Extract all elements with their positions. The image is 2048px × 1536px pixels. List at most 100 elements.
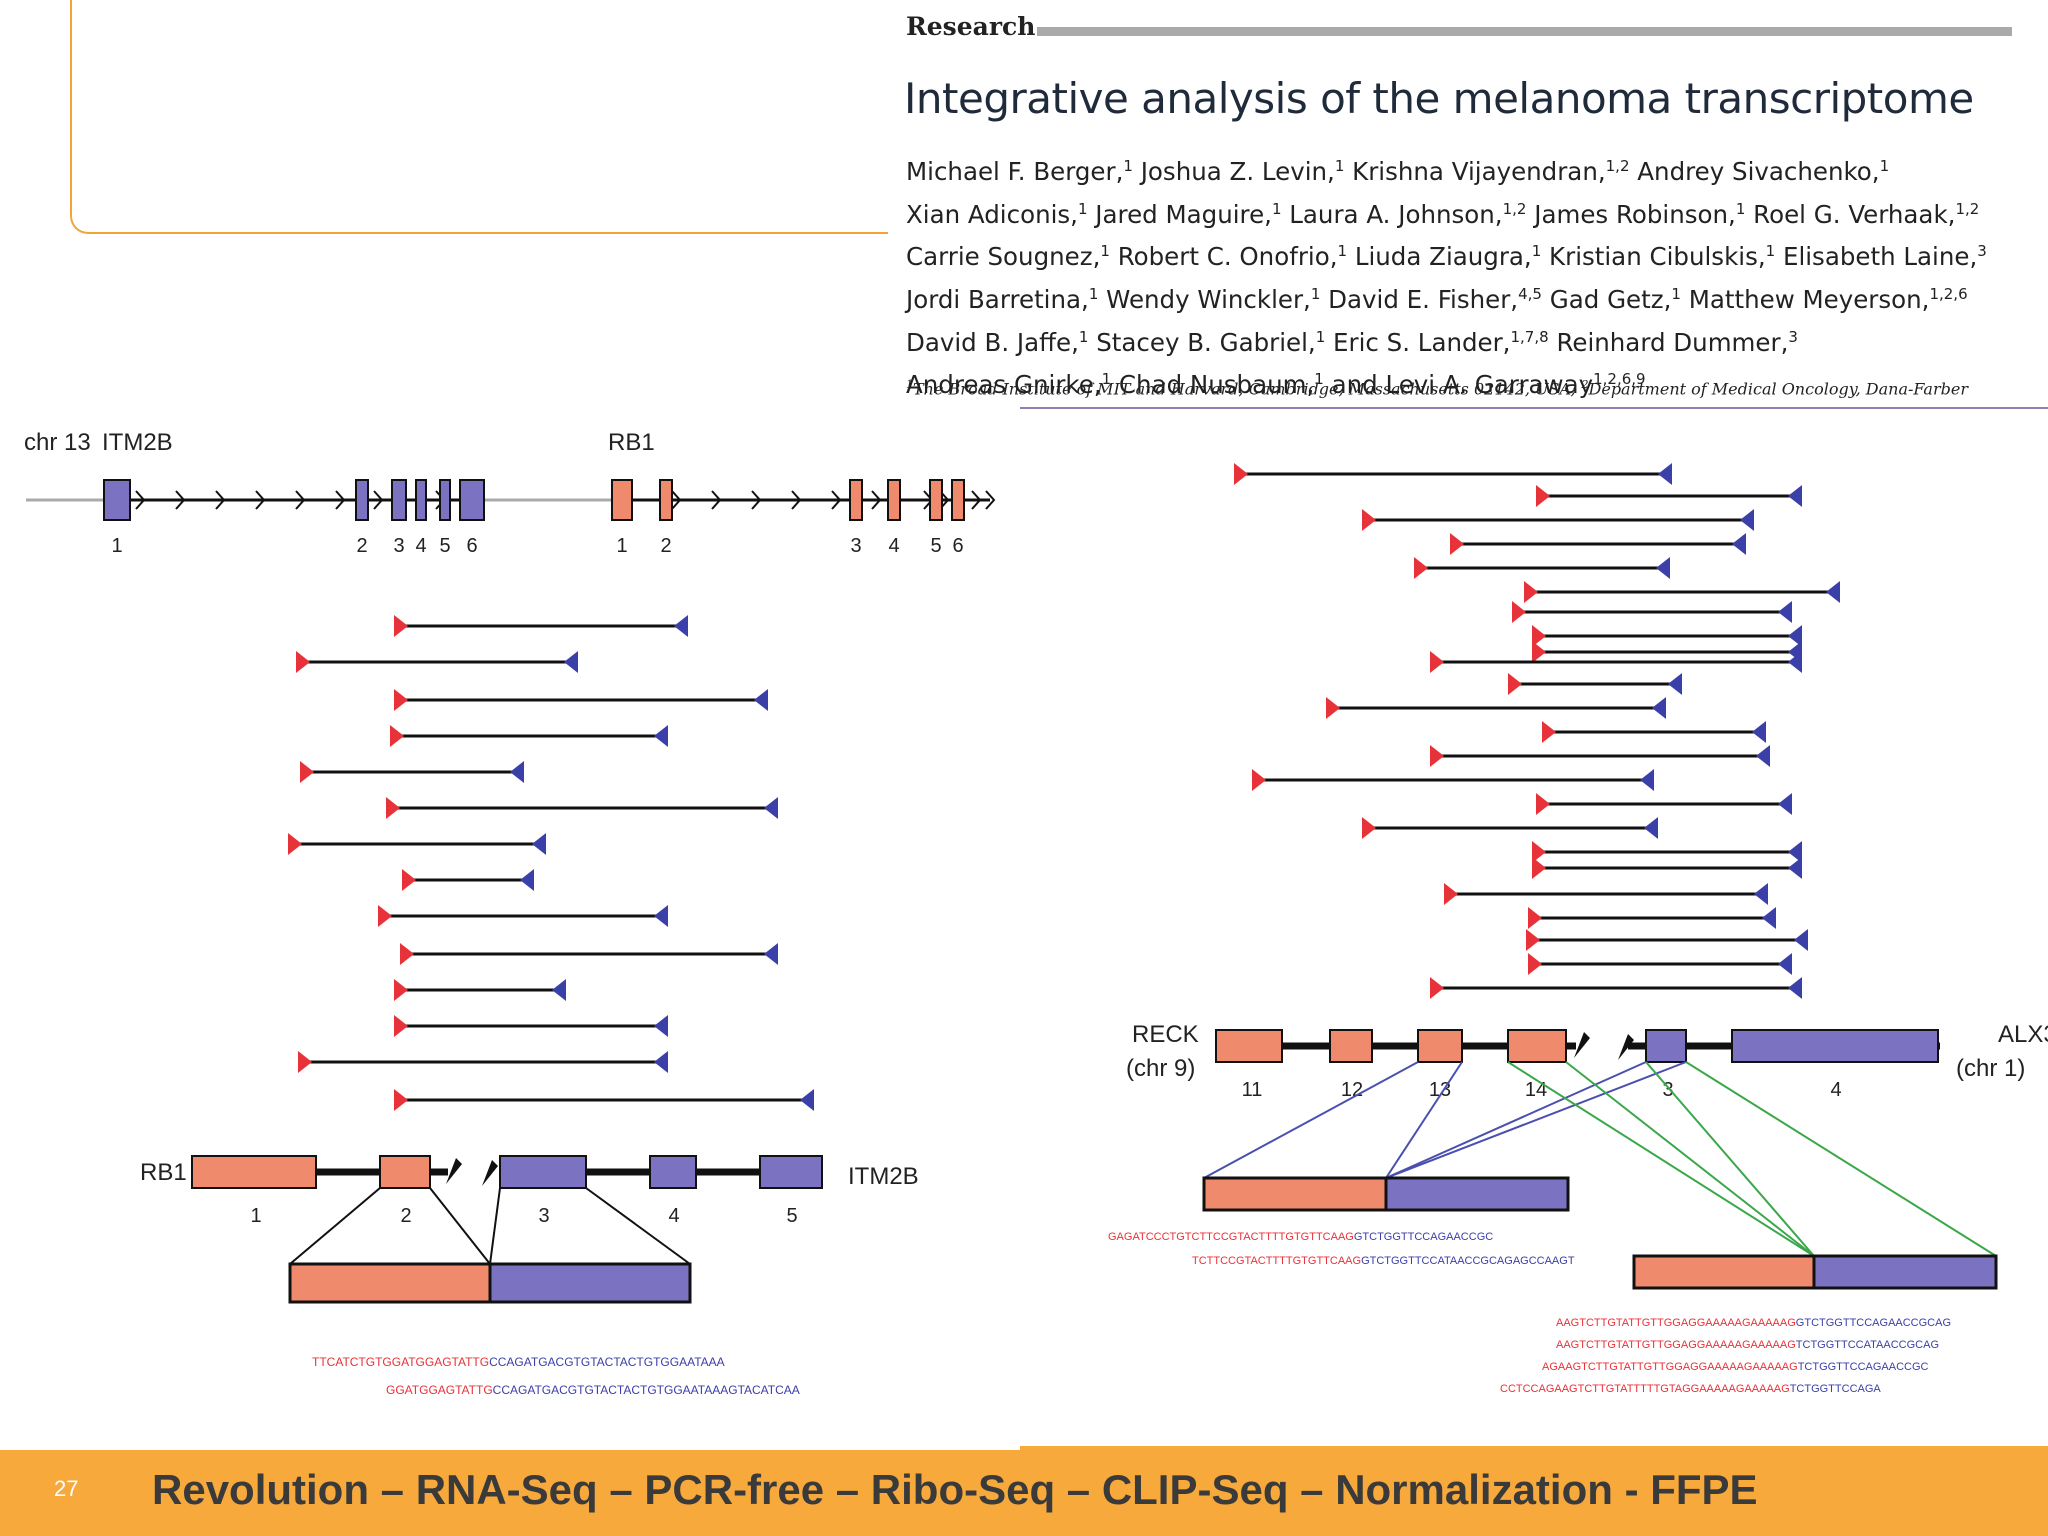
reverse-read-marker <box>552 979 566 1001</box>
rb1-exon <box>951 479 965 521</box>
intron-arrow-icon <box>335 490 346 510</box>
divider <box>1020 407 2048 409</box>
reverse-read-marker <box>1668 673 1682 695</box>
reverse-read-marker <box>1740 509 1754 531</box>
section-label-text: Research <box>906 12 1036 41</box>
affiliation-text: The Broad Institute of MIT and Harvard, … <box>913 379 1582 399</box>
fusion-exon-1 <box>191 1155 317 1189</box>
forward-read-marker <box>296 651 310 673</box>
author-name: Elisabeth Laine, <box>1775 242 1978 272</box>
reverse-read-marker <box>532 833 546 855</box>
junction-exon-2 <box>288 1262 492 1304</box>
author-name: Gad Getz, <box>1541 285 1672 315</box>
forward-read-marker <box>1430 651 1444 673</box>
author-name: and Levi A. Garraway <box>1323 370 1594 400</box>
exon-11 <box>1215 1029 1283 1063</box>
author-name: Carrie Sougnez, <box>906 242 1101 272</box>
reverse-read-marker <box>1754 883 1768 905</box>
itm2b-exon <box>459 479 485 521</box>
gene-label-alx3-chr: (chr 1) <box>1956 1055 2025 1082</box>
author-name: James Robinson, <box>1526 199 1736 229</box>
junction-a-sequence-1: GAGATCCCTGTCTTCCGTACTTTTGTGTTCAAGGTCTGGT… <box>1108 1231 1493 1243</box>
author-name: Joshua Z. Levin, <box>1132 157 1335 187</box>
author-name: Stacey B. Gabriel, <box>1088 327 1316 357</box>
forward-read-marker <box>298 1051 312 1073</box>
rb1-exon <box>887 479 901 521</box>
reverse-read-marker <box>1656 557 1670 579</box>
author-name: Laura A. Johnson, <box>1281 199 1503 229</box>
forward-read-marker <box>394 1089 408 1111</box>
author-name: David B. Jaffe, <box>906 327 1079 357</box>
exon-12 <box>1329 1029 1373 1063</box>
author-affiliation-ref: 1 <box>1310 284 1321 303</box>
reverse-read-marker <box>800 1089 814 1111</box>
forward-read-marker <box>1450 533 1464 555</box>
gene-label-rb1: RB1 <box>608 429 655 456</box>
author-affiliation-ref: 1 <box>1271 199 1282 218</box>
reverse-read-marker <box>764 943 778 965</box>
author-name: Xian Adiconis, <box>906 199 1078 229</box>
forward-read-marker <box>1542 721 1556 743</box>
gene-label-reck: RECK <box>1132 1021 1199 1048</box>
forward-read-marker <box>400 943 414 965</box>
exon-number: 5 <box>930 535 941 557</box>
author-affiliation-ref: 1 <box>1735 199 1746 218</box>
fusion-exon-3 <box>499 1155 587 1189</box>
exon-number: 2 <box>400 1205 411 1227</box>
intron-arrow-icon <box>791 490 802 510</box>
forward-read-marker <box>386 797 400 819</box>
itm2b-exon <box>103 479 131 521</box>
exon-number: 4 <box>668 1205 679 1227</box>
author-affiliation-ref: 3 <box>1977 242 1987 261</box>
gene-label-itm2b: ITM2B <box>102 429 173 456</box>
footer-bar: 27 Revolution – RNA-Seq – PCR-free – Rib… <box>0 1450 2048 1536</box>
forward-read-marker <box>394 689 408 711</box>
reverse-read-marker <box>564 651 578 673</box>
reverse-read-marker <box>1644 817 1658 839</box>
fusion-exon-5 <box>759 1155 823 1189</box>
affiliation-text: Department of Medical Oncology, Dana-Far… <box>1588 379 1968 399</box>
fusion-exon-2 <box>379 1155 431 1189</box>
reverse-read-marker <box>1658 463 1672 485</box>
itm2b-exon <box>439 479 451 521</box>
forward-read-marker <box>1528 907 1542 929</box>
exon-number: 3 <box>393 535 404 557</box>
forward-read-marker <box>1536 793 1550 815</box>
itm2b-exon <box>415 479 427 521</box>
author-affiliation-ref: 1 <box>1334 157 1345 175</box>
intron-arrow-icon <box>373 490 384 510</box>
forward-read-marker <box>1252 769 1266 791</box>
exon-number: 5 <box>786 1205 797 1227</box>
forward-read-marker <box>390 725 404 747</box>
exon-number: 5 <box>439 535 450 557</box>
forward-read-marker <box>300 761 314 783</box>
author-name: Jared Maguire, <box>1087 199 1272 229</box>
rb1-exon <box>929 479 943 521</box>
forward-read-marker <box>1532 641 1546 663</box>
forward-read-marker <box>1326 697 1340 719</box>
intron-arrow-icon <box>215 490 226 510</box>
forward-read-marker <box>288 833 302 855</box>
junction-sequence-1: TTCATCTGTGGATGGAGTATTGCCAGATGACGTGTACTAC… <box>312 1355 725 1369</box>
author-affiliation-ref: 1 <box>1123 157 1133 175</box>
gene-label-reck-chr: (chr 9) <box>1126 1055 1195 1082</box>
reverse-read-marker <box>510 761 524 783</box>
forward-read-marker <box>1430 745 1444 767</box>
reverse-read-marker <box>654 725 668 747</box>
rb1-exon <box>659 479 673 521</box>
reverse-read-marker <box>1788 977 1802 999</box>
author-affiliation-ref: 1 <box>1100 242 1110 261</box>
reverse-read-marker <box>1752 721 1766 743</box>
intron-arrow-icon <box>255 490 266 510</box>
exon-number: 3 <box>538 1205 549 1227</box>
author-name: Jordi Barretina, <box>906 285 1089 315</box>
fusion-exon-numbers: 1 2 3 4 5 <box>250 1205 797 1227</box>
exon-number: 13 <box>1429 1079 1451 1101</box>
reverse-read-marker <box>1640 769 1654 791</box>
forward-read-marker <box>394 979 408 1001</box>
itm2b-exon <box>391 479 407 521</box>
author-list: Michael F. Berger,1 Joshua Z. Levin,1 Kr… <box>906 148 1987 404</box>
junction-b-sequence-2: AAGTCTTGTATTGTTGGAGGAAAAAGAAAAAGTCTGGTTC… <box>1556 1339 1939 1351</box>
